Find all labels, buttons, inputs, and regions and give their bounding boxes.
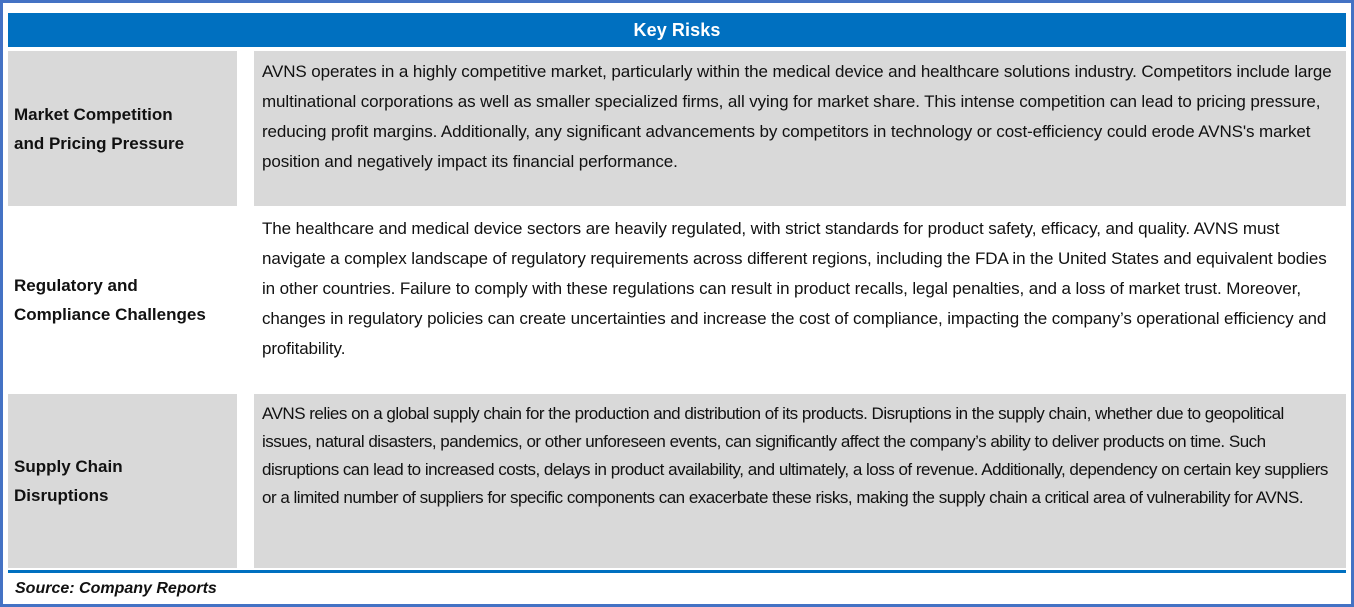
column-gutter [237,208,254,392]
risk-row-supply-chain: Supply Chain Disruptions AVNS relies on … [8,394,1346,568]
source-note: Source: Company Reports [15,580,217,597]
risk-description-cell: The healthcare and medical device sector… [254,208,1346,392]
risk-label-cell: Market Competition and Pricing Pressure [8,51,237,206]
table-header: Key Risks [8,13,1346,47]
risk-rows: Market Competition and Pricing Pressure … [8,51,1346,568]
risk-label: Regulatory and Compliance Challenges [14,276,206,324]
risk-row-market-competition: Market Competition and Pricing Pressure … [8,51,1346,206]
risk-row-regulatory-compliance: Regulatory and Compliance Challenges The… [8,208,1346,392]
risk-description-cell: AVNS operates in a highly competitive ma… [254,51,1346,206]
column-gutter [237,51,254,206]
risk-description: AVNS relies on a global supply chain for… [262,404,1328,507]
risk-label: Supply Chain Disruptions [14,457,123,505]
risk-label-cell: Regulatory and Compliance Challenges [8,208,237,392]
risk-description-cell: AVNS relies on a global supply chain for… [254,394,1346,568]
table-bottom-rule [8,570,1346,573]
risk-description: The healthcare and medical device sector… [262,219,1327,358]
risk-description: AVNS operates in a highly competitive ma… [262,62,1332,171]
risk-label-cell: Supply Chain Disruptions [8,394,237,568]
table-title: Key Risks [633,19,721,40]
column-gutter [237,394,254,568]
risk-label: Market Competition and Pricing Pressure [14,104,185,153]
